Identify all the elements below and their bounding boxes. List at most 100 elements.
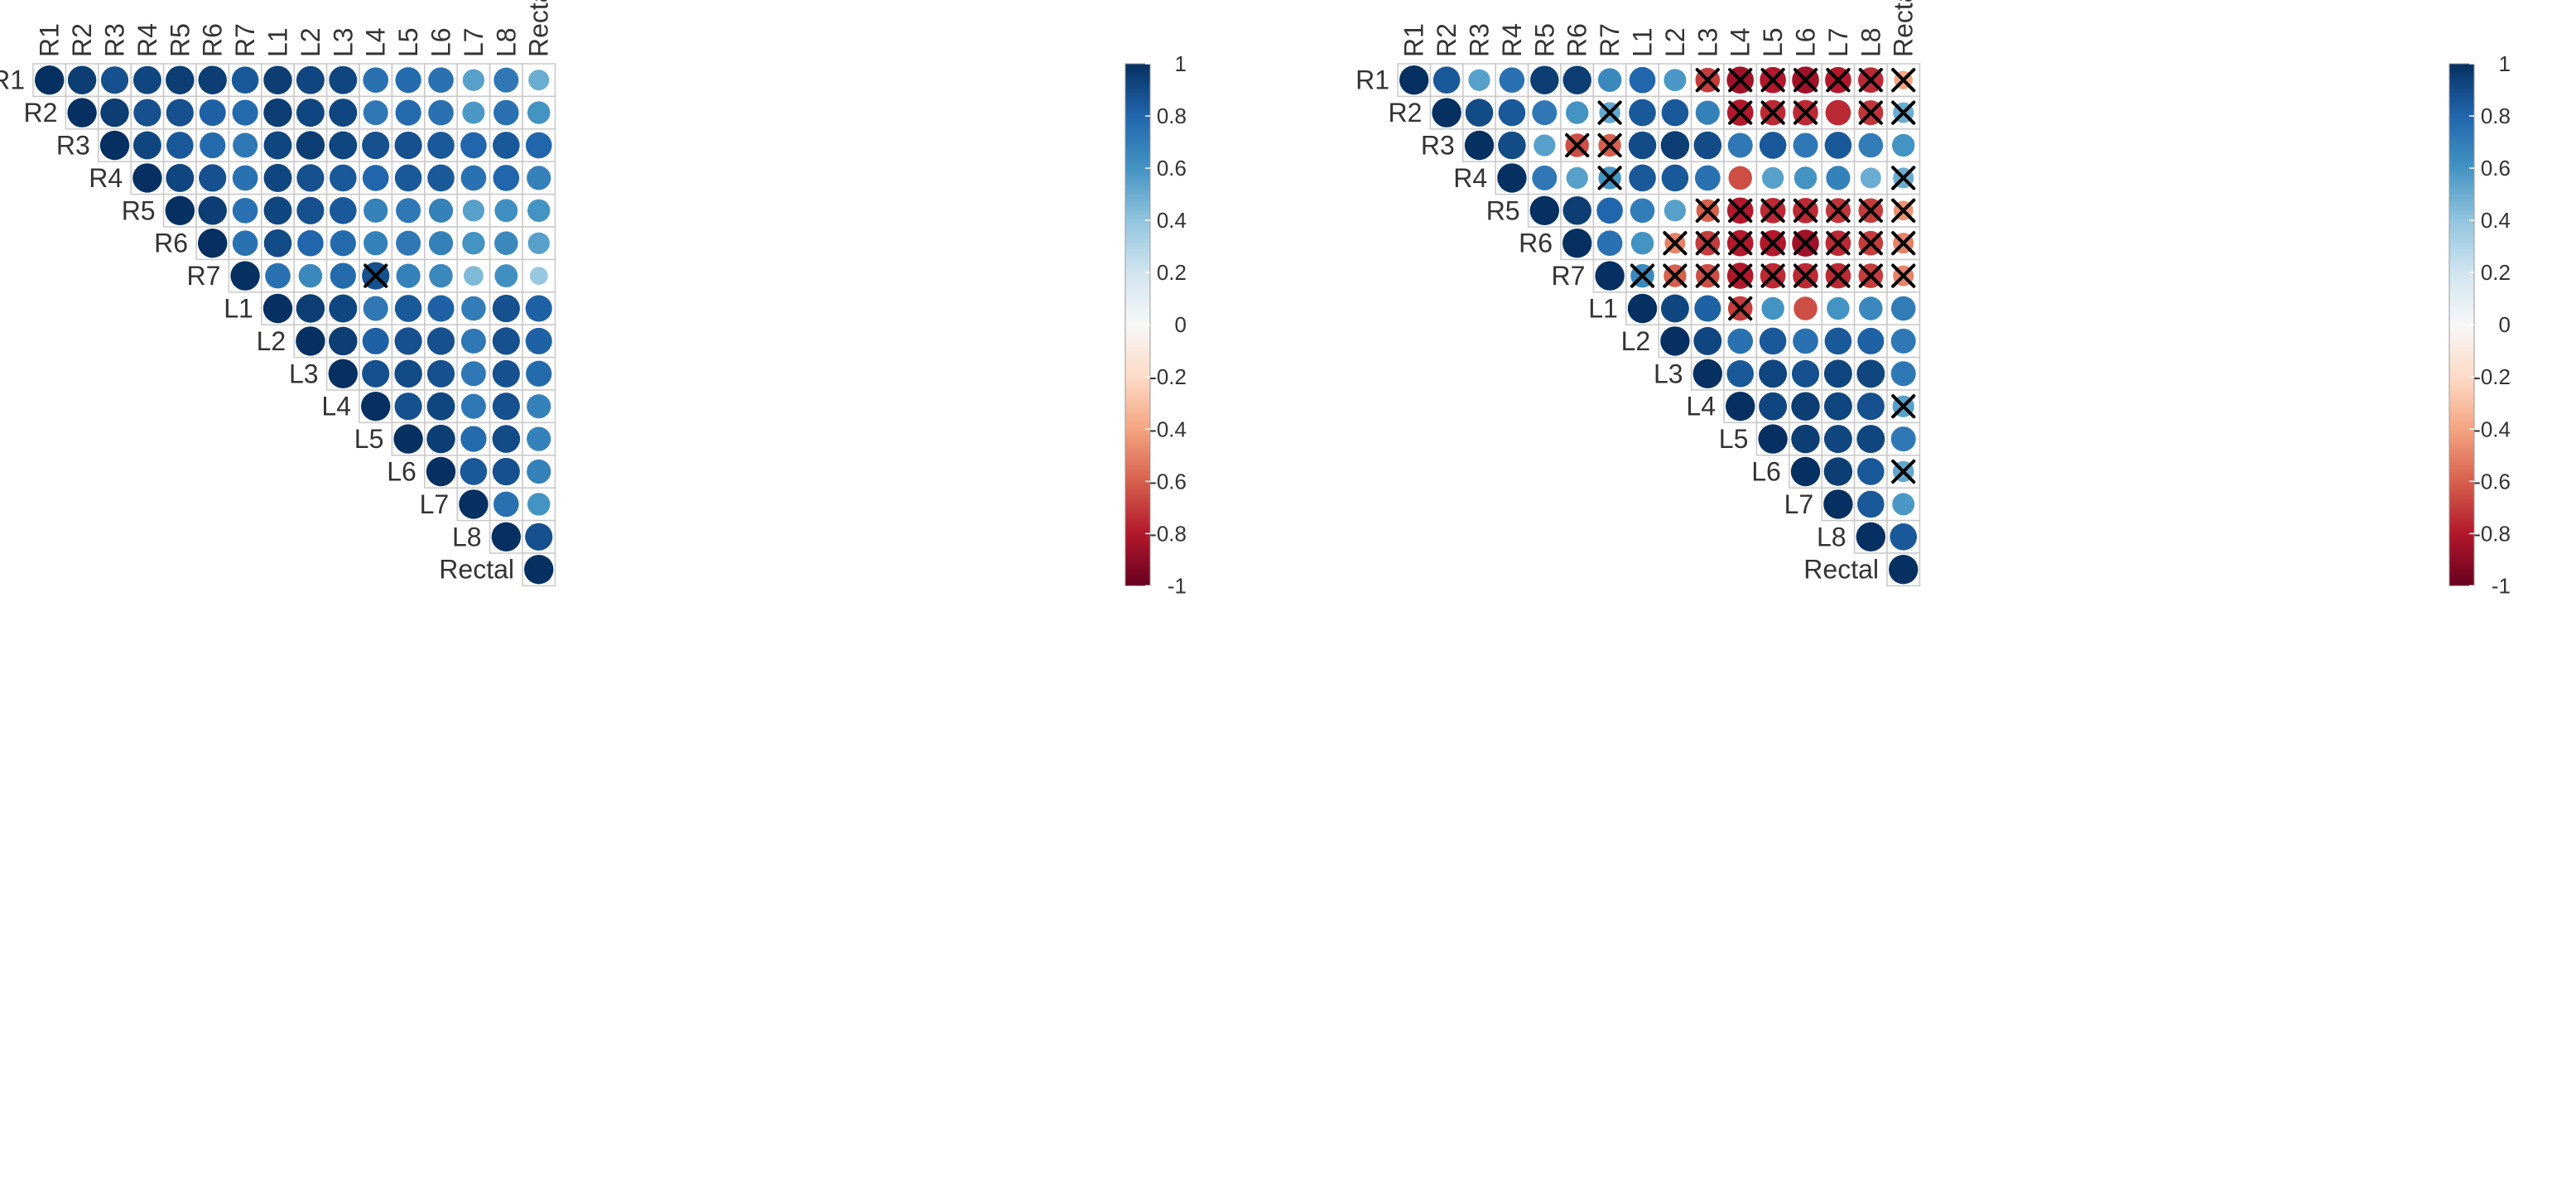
correlation-circle xyxy=(464,266,484,286)
insignificance-cross xyxy=(1891,394,1916,419)
correlation-circle xyxy=(462,101,485,124)
colorbar-tick-label: -0.8 xyxy=(2473,521,2511,546)
insignificance-cross xyxy=(1858,263,1883,288)
correlation-circle xyxy=(1694,295,1721,322)
colorbar-tick-label: -0.6 xyxy=(2473,469,2511,494)
correlation-circle xyxy=(1856,458,1885,485)
insignificance-cross xyxy=(1695,231,1720,256)
correlation-circle xyxy=(1856,490,1885,518)
correlation-circle xyxy=(1727,132,1753,158)
correlation-circle xyxy=(1823,392,1852,421)
column-label: R5 xyxy=(1529,23,1559,57)
insignificance-cross xyxy=(1858,68,1883,93)
correlation-circle xyxy=(492,359,520,388)
correlation-circle xyxy=(1693,326,1722,355)
insignificance-cross xyxy=(1858,100,1883,125)
correlation-circle xyxy=(1661,164,1689,192)
insignificance-cross xyxy=(1760,198,1785,223)
insignificance-cross xyxy=(1760,231,1785,256)
correlation-circle xyxy=(199,99,226,127)
colorbar-tick-label: -0.4 xyxy=(2473,417,2511,441)
insignificance-cross xyxy=(1663,263,1688,288)
colorbar-tick-label: 0 xyxy=(2499,312,2511,337)
correlation-circle xyxy=(426,327,455,355)
correlation-circle xyxy=(1859,296,1883,320)
correlation-circle xyxy=(100,98,129,128)
correlation-circle xyxy=(1823,359,1852,388)
correlation-circle xyxy=(462,69,485,91)
insignificance-cross xyxy=(1826,263,1851,288)
correlation-circle xyxy=(1761,166,1784,190)
correlation-circle xyxy=(296,65,325,94)
correlation-circle xyxy=(461,296,486,321)
row-label: R3 xyxy=(1421,131,1455,161)
correlation-circle xyxy=(1562,229,1592,258)
correlation-circle xyxy=(1824,327,1852,355)
colorbar-tick-label: -0.6 xyxy=(1149,469,1187,494)
column-label: R6 xyxy=(198,23,228,57)
correlation-circle xyxy=(1857,327,1885,354)
correlation-circle xyxy=(1664,69,1687,92)
correlation-circle xyxy=(1629,164,1656,192)
labels: R1 R2 R3 R4 R5 R6 R7 L1 L2 L3 L4 L5 L6 L7 L8 RectalR1R2… xyxy=(0,0,554,585)
correlation-circle xyxy=(100,66,129,94)
correlation-circle xyxy=(330,230,356,257)
correlation-circle xyxy=(1693,131,1722,160)
correlation-circle xyxy=(1664,200,1687,222)
insignificance-cross xyxy=(1858,231,1883,256)
correlation-circle xyxy=(525,295,552,322)
correlation-circle xyxy=(1596,230,1623,257)
row-label: L8 xyxy=(1817,522,1847,551)
row-label: L7 xyxy=(420,489,450,519)
row-label: R1 xyxy=(1355,65,1389,95)
insignificance-cross xyxy=(1793,231,1818,256)
correlation-circle xyxy=(1595,261,1625,291)
insignificance-cross xyxy=(1826,231,1851,256)
correlation-circle xyxy=(492,425,521,453)
correlation-circle xyxy=(427,132,455,159)
colorbar-tick-label: -0.2 xyxy=(1149,364,1187,389)
correlation-circle xyxy=(1629,66,1656,94)
column-label: R4 xyxy=(132,23,162,57)
correlation-circle xyxy=(1794,296,1818,320)
correlation-circle xyxy=(297,229,324,257)
grid-cell xyxy=(456,63,491,98)
correlation-circle xyxy=(1890,361,1916,387)
correlation-circle xyxy=(1432,98,1461,128)
correlation-circle xyxy=(394,131,422,160)
correlation-circle xyxy=(1728,166,1752,190)
colorbar-tick-label: -0.8 xyxy=(1149,521,1187,546)
correlation-circle xyxy=(525,327,552,354)
correlation-circle xyxy=(1629,99,1656,127)
insignificance-cross xyxy=(1891,198,1916,223)
correlation-circle xyxy=(362,131,390,160)
row-label: R4 xyxy=(89,163,123,193)
column-label: L6 xyxy=(1791,27,1821,57)
correlation-circle xyxy=(1791,392,1820,421)
correlation-circle xyxy=(363,100,388,126)
correlation-circle xyxy=(329,294,358,323)
insignificance-cross xyxy=(1760,100,1785,125)
correlation-circle xyxy=(296,196,325,224)
insignificance-cross xyxy=(1728,68,1753,93)
correlation-circle xyxy=(263,65,292,94)
correlation-circle xyxy=(1692,359,1722,388)
insignificance-cross xyxy=(1891,459,1916,484)
correlation-circle xyxy=(1759,392,1788,421)
correlation-circle xyxy=(362,327,389,354)
correlation-circle xyxy=(460,361,486,387)
correlation-plot-left: R1 R2 R3 R4 R5 R6 R7 L1 L2 L3 L4 L5 L6 L7 L8 RectalR1R2… xyxy=(0,0,1187,598)
insignificance-cross xyxy=(1728,231,1753,256)
correlation-circle xyxy=(1794,166,1818,190)
correlation-circle xyxy=(1858,132,1884,158)
row-label: L3 xyxy=(1654,359,1683,388)
insignificance-cross xyxy=(1663,231,1688,256)
colorbar: 1 0.8 0.6 0.4 0.2 0 -0.2 -0.4 -0.6 -0.8 -1 xyxy=(2448,51,2511,598)
column-label: R7 xyxy=(230,23,260,57)
row-label: R5 xyxy=(1486,195,1520,225)
insignificance-cross xyxy=(1760,68,1785,93)
column-label: L5 xyxy=(393,27,423,57)
insignificance-cross xyxy=(1728,198,1753,223)
column-label: L7 xyxy=(459,27,489,57)
correlation-circle xyxy=(166,163,195,192)
